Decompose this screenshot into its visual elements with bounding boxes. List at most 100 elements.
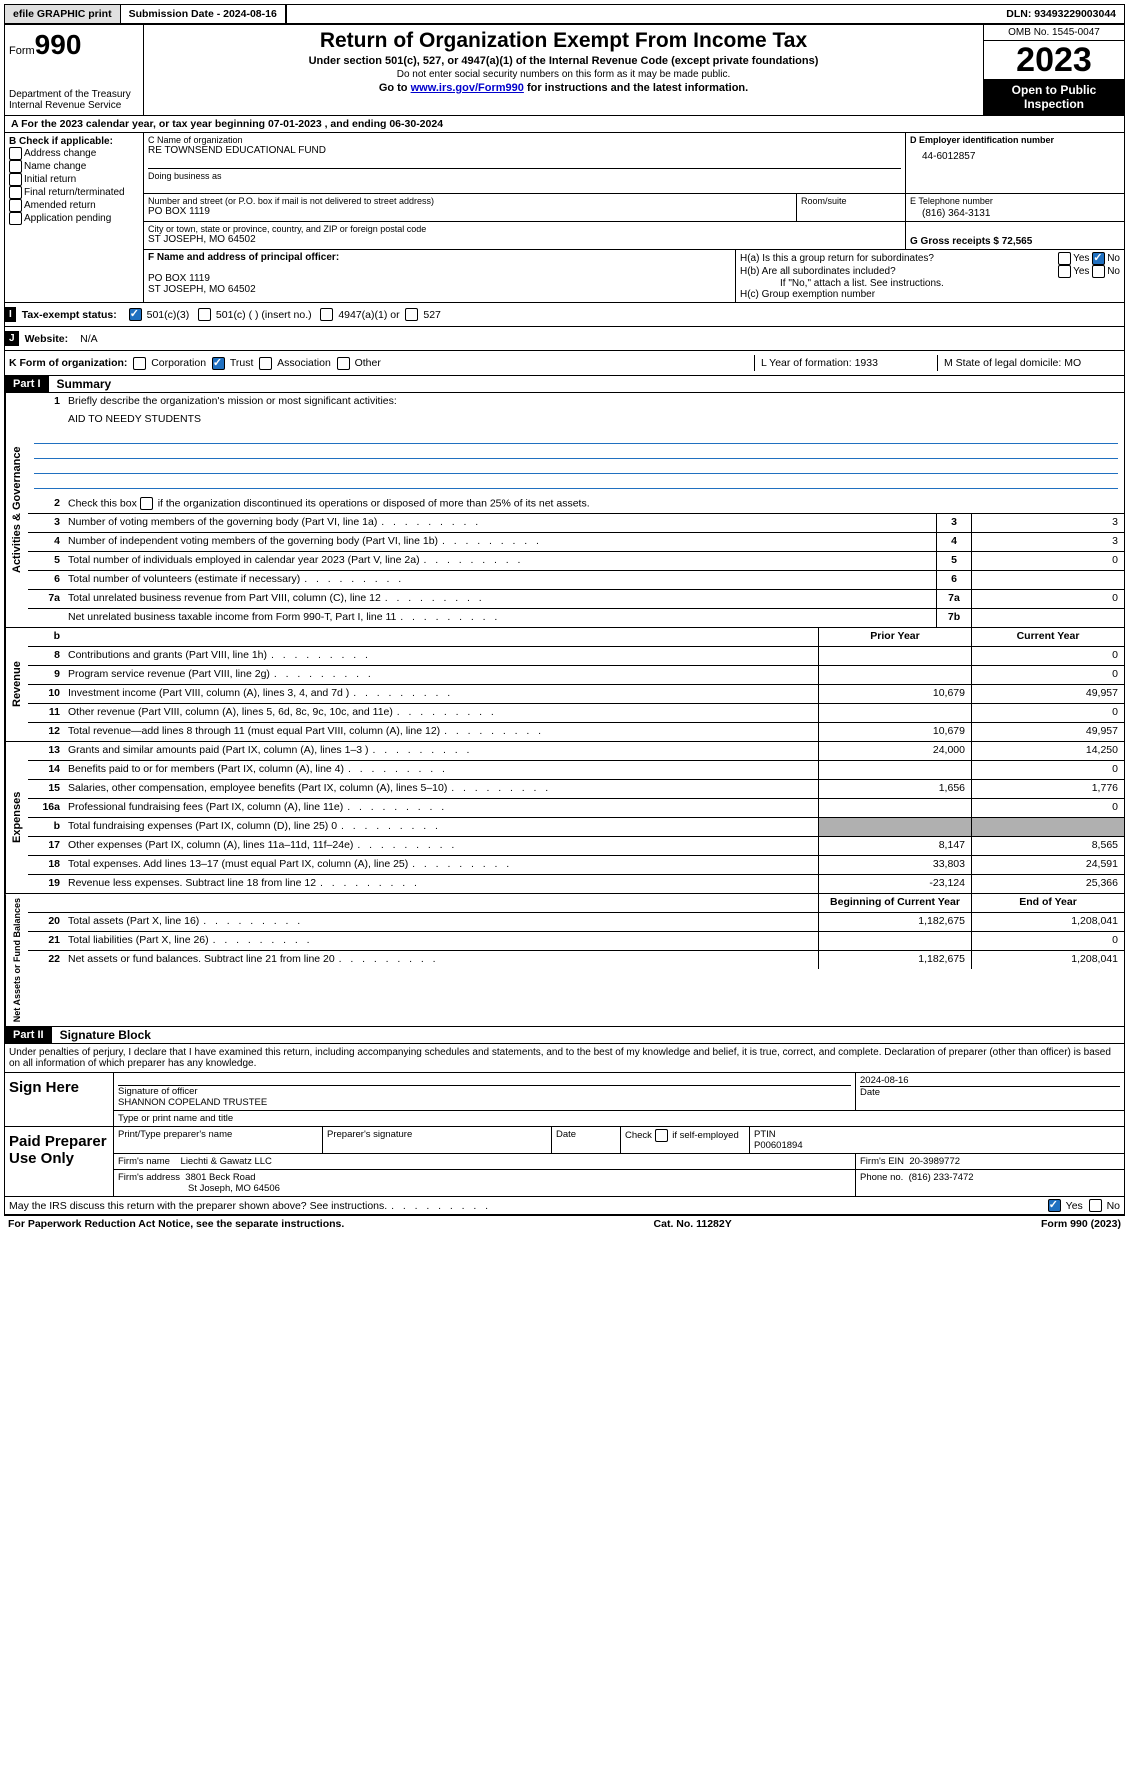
chk-501c[interactable] — [198, 308, 211, 321]
vlabel-net-assets: Net Assets or Fund Balances — [5, 894, 28, 1026]
summary-line: 20 Total assets (Part X, line 16) 1,182,… — [28, 913, 1124, 932]
part-2-title: Signature Block — [52, 1028, 151, 1042]
tel-label: E Telephone number — [910, 196, 1120, 206]
summary-line: 11 Other revenue (Part VIII, column (A),… — [28, 704, 1124, 723]
firm-name: Liechti & Gawatz LLC — [181, 1156, 272, 1167]
f-label: F Name and address of principal officer: — [148, 252, 731, 263]
ein-value: 44-6012857 — [910, 145, 1120, 162]
chk-527[interactable] — [405, 308, 418, 321]
ein-label: D Employer identification number — [910, 135, 1120, 145]
dln-label: DLN: 93493229003044 — [998, 5, 1124, 23]
mission-line — [34, 444, 1118, 459]
chk-discuss-yes[interactable] — [1048, 1199, 1061, 1212]
vlabel-expenses: Expenses — [5, 742, 28, 893]
chk-hb-no[interactable] — [1092, 265, 1105, 278]
website-value: N/A — [80, 333, 98, 345]
firm-name-label: Firm's name — [118, 1156, 170, 1167]
col-b-checkboxes: B Check if applicable: Address change Na… — [5, 133, 144, 302]
firm-ein: 20-3989772 — [909, 1156, 960, 1167]
chk-name-change[interactable]: Name change — [9, 160, 139, 173]
chk-ha-yes[interactable] — [1058, 252, 1071, 265]
chk-final-return[interactable]: Final return/terminated — [9, 186, 139, 199]
chk-trust[interactable] — [212, 357, 225, 370]
phone-value: (816) 233-7472 — [909, 1172, 974, 1183]
firm-addr2: St Joseph, MO 64506 — [118, 1183, 280, 1194]
city-label: City or town, state or province, country… — [148, 224, 901, 234]
summary-line: 17 Other expenses (Part IX, column (A), … — [28, 837, 1124, 856]
summary-line: 19 Revenue less expenses. Subtract line … — [28, 875, 1124, 893]
dept-treasury: Department of the Treasury Internal Reve… — [9, 89, 139, 111]
chk-corp[interactable] — [133, 357, 146, 370]
vlabel-revenue: Revenue — [5, 628, 28, 741]
irs-discuss-row: May the IRS discuss this return with the… — [4, 1197, 1125, 1215]
f-addr2: ST JOSEPH, MO 64502 — [148, 284, 731, 295]
h-b-note: If "No," attach a list. See instructions… — [740, 278, 1120, 289]
part-1-bar: Part I Summary — [4, 376, 1125, 393]
col-b-header: B Check if applicable: — [9, 136, 139, 147]
k-label: K Form of organization: — [9, 357, 127, 369]
firm-addr-label: Firm's address — [118, 1172, 180, 1183]
form-title: Return of Organization Exempt From Incom… — [150, 29, 977, 53]
preparer-name-label: Print/Type preparer's name — [114, 1127, 323, 1153]
part-1-header: Part I — [5, 376, 49, 392]
summary-line: 3 Number of voting members of the govern… — [28, 514, 1124, 533]
summary-line: 13 Grants and similar amounts paid (Part… — [28, 742, 1124, 761]
top-toolbar: efile GRAPHIC print Submission Date - 20… — [4, 4, 1125, 25]
irs-link[interactable]: www.irs.gov/Form990 — [411, 82, 524, 94]
website-label: Website: — [25, 333, 69, 345]
tax-status-label: Tax-exempt status: — [22, 309, 117, 321]
mission-text: AID TO NEEDY STUDENTS — [64, 411, 1124, 429]
label-i: I — [5, 307, 16, 322]
dba-label: Doing business as — [148, 168, 901, 181]
room-label: Room/suite — [801, 196, 901, 206]
summary-line: 9 Program service revenue (Part VIII, li… — [28, 666, 1124, 685]
section-net-assets: Net Assets or Fund Balances Beginning of… — [4, 894, 1125, 1027]
chk-initial-return[interactable]: Initial return — [9, 173, 139, 186]
h-c-label: H(c) Group exemption number — [740, 289, 1120, 300]
summary-line: 5 Total number of individuals employed i… — [28, 552, 1124, 571]
chk-ha-no[interactable] — [1092, 252, 1105, 265]
chk-address-change[interactable]: Address change — [9, 147, 139, 160]
mission-line — [34, 459, 1118, 474]
chk-hb-yes[interactable] — [1058, 265, 1071, 278]
m-state-domicile: M State of legal domicile: MO — [937, 355, 1120, 371]
preparer-date-label: Date — [552, 1127, 621, 1153]
chk-discuss-no[interactable] — [1089, 1199, 1102, 1212]
summary-line: Net unrelated business taxable income fr… — [28, 609, 1124, 627]
perjury-declaration: Under penalties of perjury, I declare th… — [4, 1044, 1125, 1073]
chk-4947[interactable] — [320, 308, 333, 321]
form-subtitle: Under section 501(c), 527, or 4947(a)(1)… — [150, 55, 977, 67]
firm-addr1: 3801 Beck Road — [185, 1172, 255, 1183]
f-addr1: PO BOX 1119 — [148, 273, 731, 284]
summary-line: 10 Investment income (Part VIII, column … — [28, 685, 1124, 704]
section-bcd: B Check if applicable: Address change Na… — [4, 133, 1125, 303]
org-name: RE TOWNSEND EDUCATIONAL FUND — [148, 145, 901, 156]
summary-line: 14 Benefits paid to or for members (Part… — [28, 761, 1124, 780]
chk-other[interactable] — [337, 357, 350, 370]
chk-amended[interactable]: Amended return — [9, 199, 139, 212]
summary-line: 7a Total unrelated business revenue from… — [28, 590, 1124, 609]
instructions-line: Go to www.irs.gov/Form990 for instructio… — [150, 82, 977, 94]
vlabel-governance: Activities & Governance — [5, 393, 28, 627]
form-number: Form990 — [9, 29, 139, 61]
submission-date: Submission Date - 2024-08-16 — [121, 5, 287, 23]
efile-print-button[interactable]: efile GRAPHIC print — [5, 5, 121, 23]
page-footer: For Paperwork Reduction Act Notice, see … — [4, 1215, 1125, 1232]
sig-officer-label: Signature of officer — [118, 1085, 851, 1097]
row-a-tax-year: A For the 2023 calendar year, or tax yea… — [4, 116, 1125, 133]
chk-discontinued[interactable] — [140, 497, 153, 510]
chk-501c3[interactable] — [129, 308, 142, 321]
chk-application-pending[interactable]: Application pending — [9, 212, 139, 225]
section-expenses: Expenses 13 Grants and similar amounts p… — [4, 742, 1125, 894]
summary-line: b Total fundraising expenses (Part IX, c… — [28, 818, 1124, 837]
row-i-tax-status: I Tax-exempt status: 501(c)(3) 501(c) ( … — [4, 303, 1125, 327]
form-footer: Form 990 (2023) — [1041, 1218, 1121, 1230]
city-value: ST JOSEPH, MO 64502 — [148, 234, 901, 245]
c-name-label: C Name of organization — [148, 135, 901, 145]
part-2-bar: Part II Signature Block — [4, 1027, 1125, 1044]
col-begin-year: Beginning of Current Year — [818, 894, 971, 912]
addr-value: PO BOX 1119 — [148, 206, 792, 217]
sign-here-label: Sign Here — [5, 1073, 114, 1126]
chk-self-employed[interactable] — [655, 1129, 668, 1142]
chk-assoc[interactable] — [259, 357, 272, 370]
